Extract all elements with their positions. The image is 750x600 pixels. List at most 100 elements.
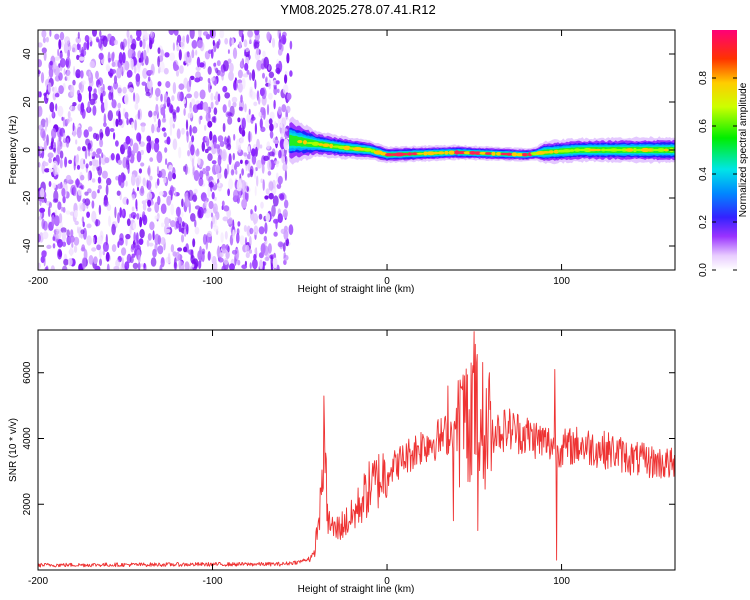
signal-core [500,152,508,156]
noise-blob [109,128,115,132]
noise-blob [212,203,218,215]
noise-blob [49,101,55,113]
noise-blob [262,72,265,79]
noise-blob [61,142,67,148]
noise-blob [40,72,45,84]
noise-blob [157,235,161,245]
noise-blob [279,32,282,43]
noise-blob [127,48,133,59]
noise-blob [277,106,282,115]
noise-blob [254,205,257,212]
noise-blob [44,168,50,173]
snr-y-tick-label: 4000 [22,427,33,450]
noise-blob [247,30,253,38]
noise-blob [112,118,116,128]
noise-blob [135,232,139,244]
noise-blob [160,49,165,58]
noise-blob [237,259,241,266]
noise-blob [237,69,243,79]
signal-core [463,151,471,155]
noise-blob [248,249,253,254]
noise-blob [254,186,257,197]
noise-blob [109,72,113,79]
noise-blob [213,62,217,67]
noise-blob [164,147,168,153]
noise-blob [261,87,267,100]
noise-blob [224,230,228,240]
snr-ticks: -200 -100 0 100 2000 4000 6000 [22,330,675,587]
noise-blob [88,71,92,78]
signal-core [448,150,455,155]
signal-band [289,116,675,165]
noise-blob [209,30,214,38]
signal-core [423,151,428,156]
noise-blob [285,237,290,247]
noise-blob [140,149,145,156]
noise-blob [207,146,212,151]
noise-blob [195,49,198,56]
noise-blob [57,201,62,210]
noise-blob [118,174,122,186]
noise-blob [233,133,236,141]
noise-blob [135,73,141,83]
noise-blob [46,93,49,99]
noise-blob [246,225,251,237]
noise-blob [197,250,203,261]
noise-blob [62,132,66,142]
noise-blob [282,163,288,172]
noise-blob [41,218,45,230]
noise-blob [207,251,211,261]
noise-blob [157,81,162,87]
snr-x-tick-label: -100 [203,576,223,587]
noise-blob [276,183,282,190]
noise-blob [166,136,171,145]
noise-blob [69,104,73,111]
signal-core [615,148,623,152]
noise-blob [289,70,293,77]
noise-blob [232,152,235,161]
noise-blob [83,42,88,51]
signal-core [454,150,460,155]
signal-core [437,151,445,155]
noise-blob [57,238,63,248]
noise-blob [70,229,74,238]
noise-blob [75,73,80,78]
colorbar-tick-label: 0.6 [698,119,709,133]
noise-blob [146,44,150,54]
noise-blob [109,39,112,45]
noise-blob [238,106,243,111]
noise-blob [78,56,85,61]
noise-blob [141,263,143,268]
noise-blob [211,215,216,225]
signal-core [363,148,372,152]
snr-x-tick-label: 0 [384,576,390,587]
noise-blob [213,141,217,149]
noise-blob [121,247,127,256]
noise-blob [99,138,104,148]
noise-blob [195,149,200,157]
noise-blob [154,215,159,220]
noise-blob [181,127,185,135]
noise-blob [122,60,126,73]
noise-blob [43,50,47,61]
noise-blob [62,241,67,247]
noise-blob [190,144,195,156]
noise-blob [132,142,139,154]
noise-blob [217,172,222,180]
noise-blob [127,37,130,50]
noise-blob [285,155,288,166]
noise-blob [136,30,142,38]
noise-blob [272,257,278,269]
colorbar-ticks: 0.0 0.2 0.4 0.6 0.8 [698,71,737,277]
noise-blob [117,102,121,109]
noise-blob [259,259,263,270]
noise-blob [190,265,193,270]
noise-blob [175,206,181,217]
noise-blob [91,247,97,252]
noise-blob [201,251,205,263]
noise-blob [163,132,167,138]
noise-blob [167,252,171,263]
noise-blob [239,235,245,246]
noise-blob [253,225,259,236]
noise-blob [80,102,85,113]
